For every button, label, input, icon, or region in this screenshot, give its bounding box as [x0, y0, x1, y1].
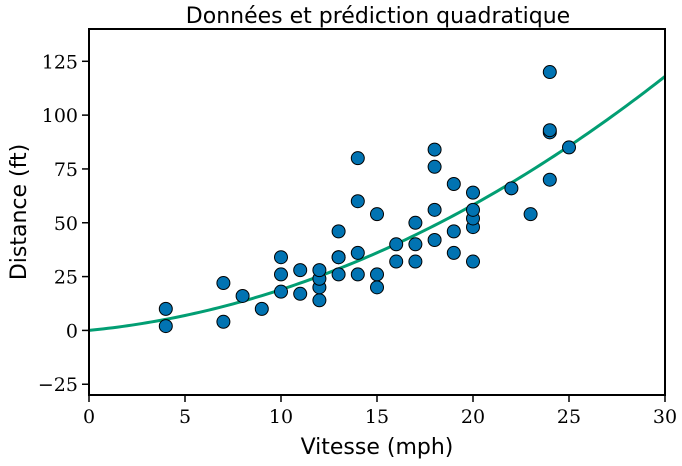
x-tick-label-5: 25	[557, 406, 581, 428]
y-tick-label-4: 75	[54, 159, 78, 181]
data-point-22	[350, 151, 365, 166]
data-point-48	[542, 65, 557, 80]
data-point-26	[389, 254, 404, 269]
data-point-14	[312, 263, 327, 278]
data-point-3	[216, 276, 231, 291]
data-point-25	[370, 207, 384, 222]
data-point-10	[293, 263, 308, 278]
y-tick-label-5: 100	[42, 105, 78, 127]
x-tick-label-1: 5	[179, 406, 191, 428]
data-point-35	[446, 245, 461, 260]
data-point-31	[427, 232, 442, 247]
data-point-21	[350, 194, 365, 209]
data-point-27	[389, 237, 404, 252]
data-point-17	[331, 250, 346, 265]
data-point-42	[466, 185, 480, 200]
data-point-34	[427, 142, 442, 157]
data-point-45	[542, 172, 557, 187]
y-tick-label-2: 25	[54, 267, 78, 289]
data-point-2	[216, 314, 231, 329]
x-tick-label-2: 10	[269, 406, 293, 428]
data-point-44	[523, 207, 538, 222]
x-tick-label-4: 20	[461, 406, 485, 428]
data-point-18	[331, 224, 346, 239]
data-point-37	[446, 177, 461, 192]
data-point-19	[350, 267, 365, 282]
y-tick-label-6: 125	[42, 51, 78, 73]
data-point-47	[542, 123, 557, 138]
data-point-49	[562, 140, 576, 155]
data-point-36	[446, 224, 461, 239]
data-point-30	[408, 215, 423, 230]
data-point-41	[466, 202, 480, 217]
data-point-0	[158, 319, 173, 334]
data-point-1	[158, 301, 173, 316]
data-point-28	[408, 254, 423, 269]
data-point-9	[293, 286, 308, 301]
data-point-15	[331, 267, 346, 282]
data-point-5	[254, 301, 269, 316]
y-tick-label-3: 50	[54, 213, 78, 235]
y-tick-label-0: −25	[38, 374, 78, 396]
x-tick-label-6: 30	[653, 406, 677, 428]
data-point-11	[312, 293, 327, 308]
data-point-32	[427, 202, 442, 217]
chart-title: Données et prédiction quadratique	[186, 4, 570, 29]
data-point-7	[274, 267, 288, 282]
data-point-29	[408, 237, 423, 252]
data-point-33	[427, 159, 442, 174]
x-axis-label: Vitesse (mph)	[301, 435, 454, 460]
data-point-20	[350, 245, 365, 260]
data-point-38	[466, 254, 480, 269]
data-point-23	[370, 280, 384, 295]
x-tick-label-3: 15	[365, 406, 389, 428]
plot-area	[89, 65, 665, 334]
data-point-24	[370, 267, 384, 282]
y-tick-label-1: 0	[66, 320, 78, 342]
data-point-43	[504, 181, 519, 196]
data-point-8	[274, 250, 288, 265]
data-point-6	[274, 284, 288, 299]
data-point-4	[235, 288, 250, 303]
x-tick-label-0: 0	[83, 406, 95, 428]
y-axis-label: Distance (ft)	[7, 144, 32, 280]
